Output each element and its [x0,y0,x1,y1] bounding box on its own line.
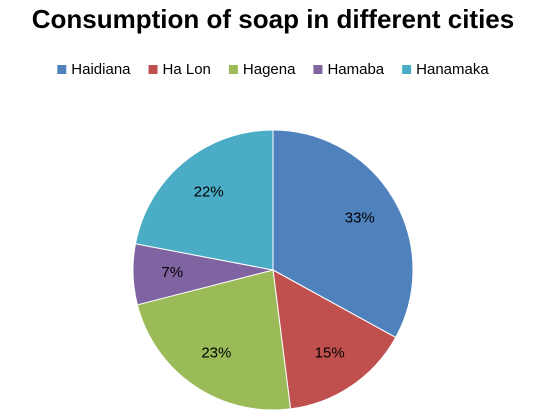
pie-slice [136,269,292,411]
legend-swatch [313,65,323,74]
legend-text: Hamaba [327,61,384,78]
chart-title: Consumption of soap in different cities [32,4,514,34]
slice-label: 23% [201,344,231,361]
slice-label: 22% [194,183,224,200]
legend-item: Hamaba [313,61,385,78]
legend-swatch [148,65,158,74]
legend-item: Haidiana [57,61,131,78]
slice-label: 15% [315,344,345,361]
slice-label: 33% [345,210,375,227]
pie: 33% 15% 23% 7% 22% [132,129,414,411]
legend: Haidiana Ha Lon Hagena Hamaba Hanamaka [57,61,489,78]
legend-swatch [57,65,67,74]
legend-swatch [402,65,412,74]
pie-slice [272,129,414,339]
legend-text: Hagena [243,61,296,78]
pie-slice [272,269,397,410]
legend-text: Hanamaka [416,61,489,78]
legend-text: Haidiana [71,61,131,78]
legend-item: Hagena [228,61,296,78]
legend-swatch [228,65,238,74]
legend-text: Ha Lon [163,61,211,78]
pie-slice [134,129,274,271]
slice-label: 7% [161,264,183,281]
legend-item: Ha Lon [148,61,211,78]
legend-item: Hanamaka [402,61,489,78]
